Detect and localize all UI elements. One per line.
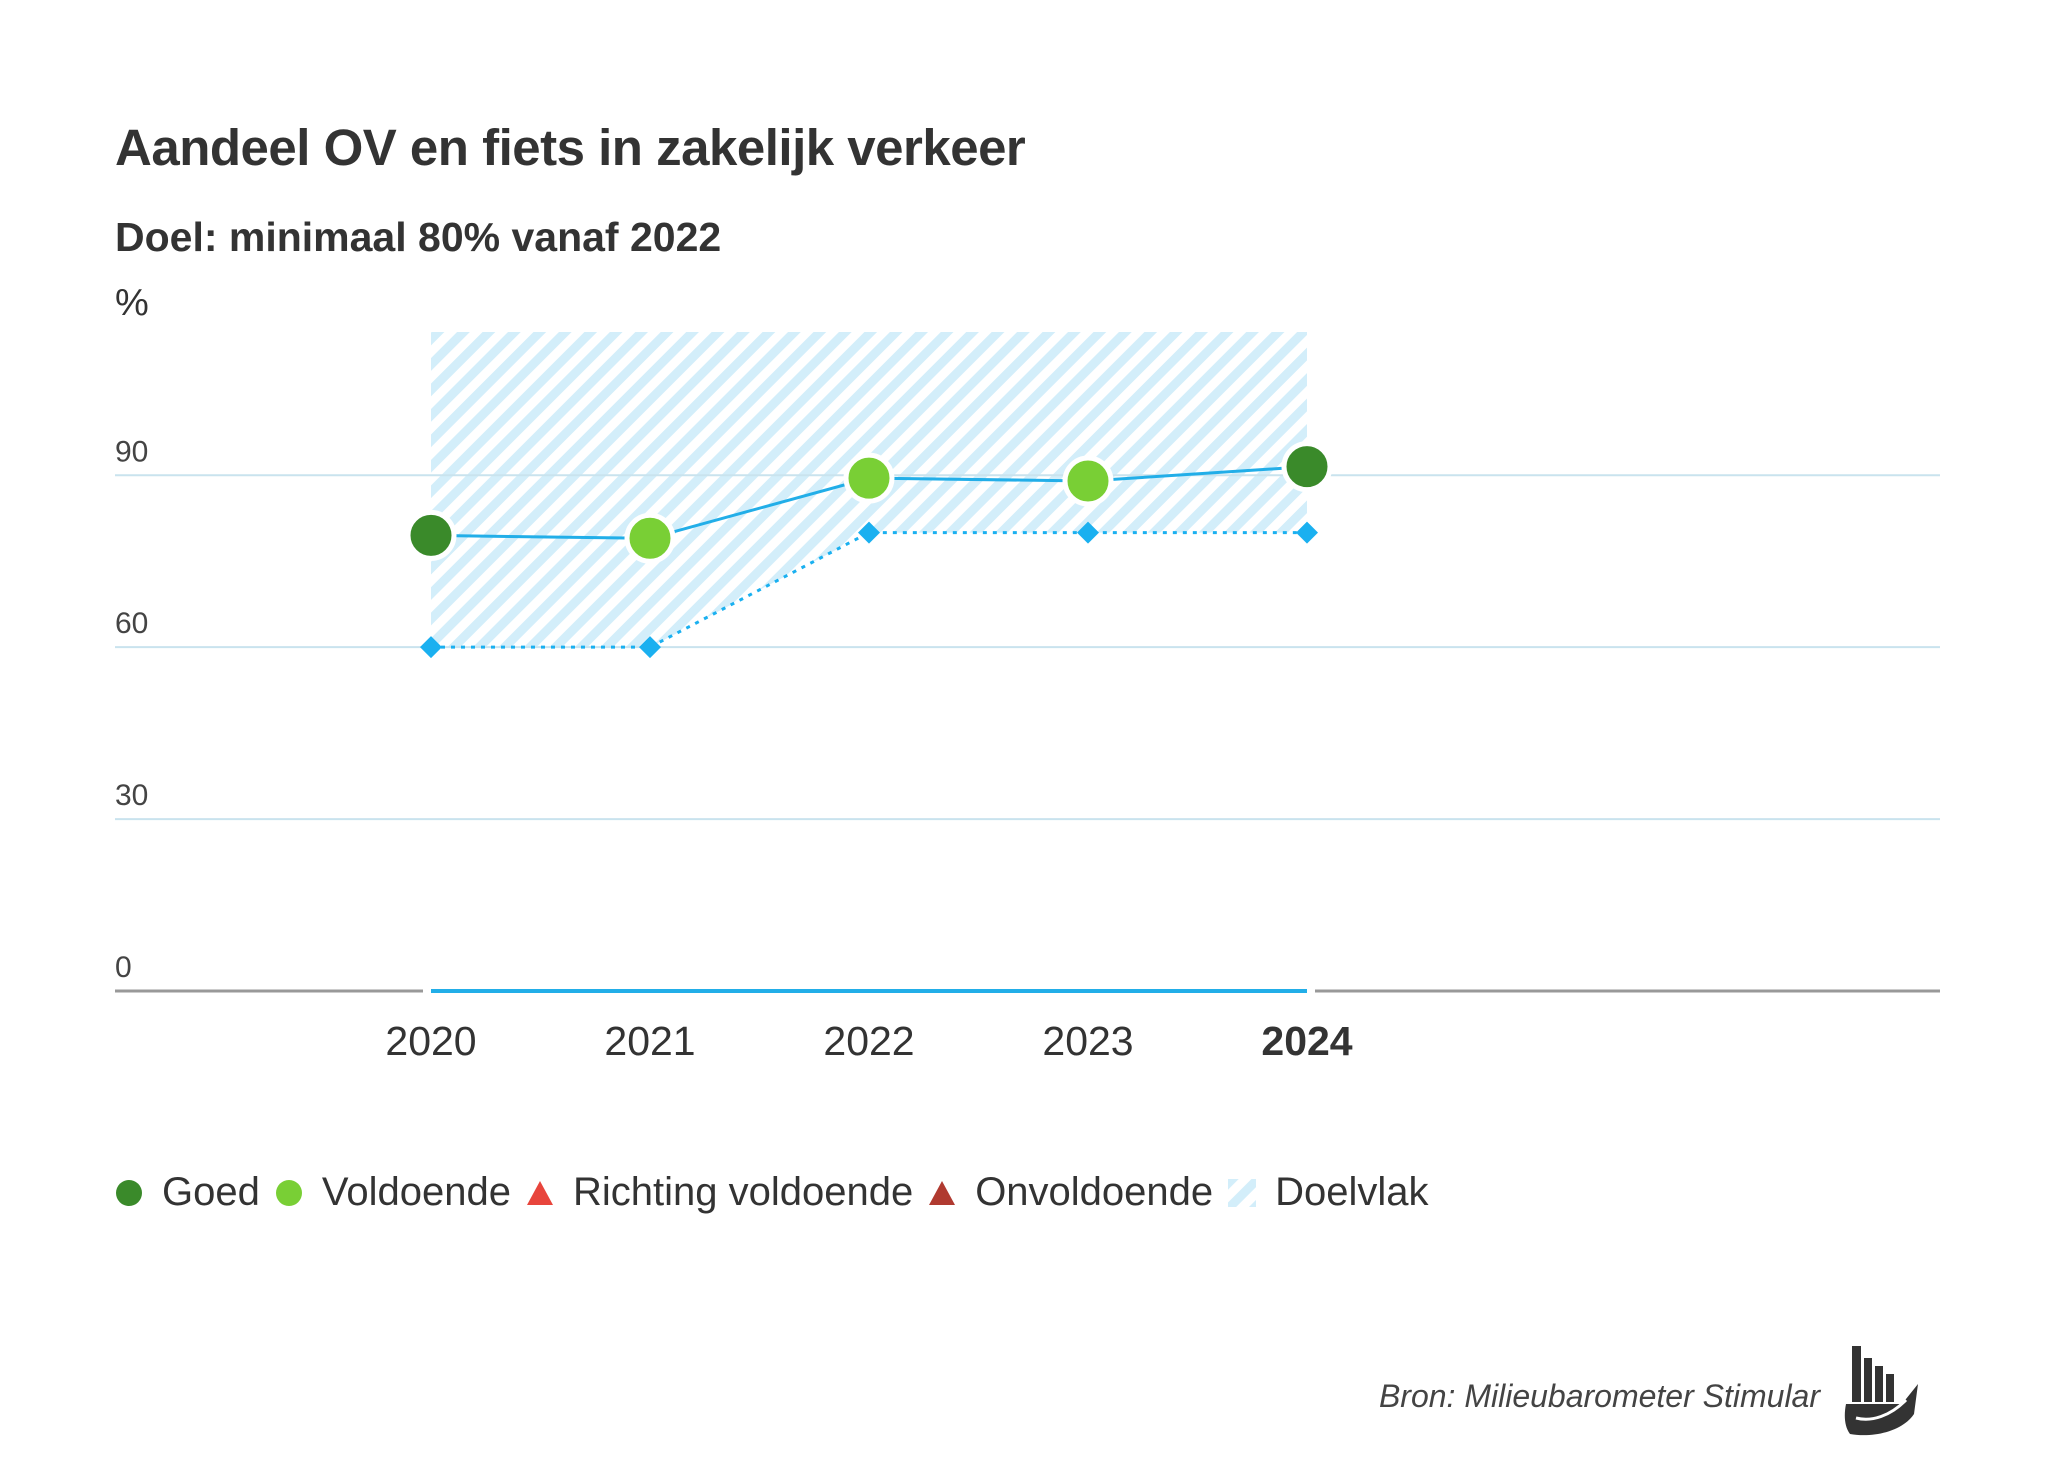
y-tick-label: 30 (115, 779, 148, 812)
goal-point (420, 636, 442, 659)
legend-item: Goed (114, 1170, 260, 1215)
circle-marker-icon (116, 1179, 142, 1206)
legend-label: Voldoende (321, 1170, 511, 1214)
legend-item: Richting voldoende (525, 1170, 913, 1215)
y-tick-label: 60 (115, 607, 148, 640)
legend-label: Goed (162, 1170, 260, 1214)
goal-point (1077, 521, 1099, 544)
hatch-marker-icon (1228, 1178, 1257, 1207)
share-point (1281, 441, 1333, 493)
circle-marker-icon (275, 1179, 302, 1206)
source-note: Bron: Milieubarometer Stimular (1378, 1378, 1820, 1414)
goal-point (639, 636, 661, 659)
y-tick-label: 0 (115, 951, 132, 984)
triangle-marker-icon (929, 1180, 956, 1205)
y-tick-label: 90 (115, 435, 148, 468)
triangle-marker-icon (526, 1180, 553, 1205)
goal-point (1296, 521, 1318, 544)
share-point (1062, 455, 1114, 507)
goal-point (858, 521, 880, 544)
stimular-logo-icon (1844, 1346, 1918, 1436)
x-tick-label: 2021 (604, 1018, 695, 1064)
x-tick-label: 2022 (823, 1018, 914, 1064)
chart-subtitle: Doel: minimaal 80% vanaf 2022 (115, 214, 722, 260)
share-point (405, 509, 457, 561)
legend-label: Richting voldoende (572, 1170, 914, 1214)
legend-label: Onvoldoende (975, 1170, 1214, 1214)
legend-item: Onvoldoende (927, 1170, 1213, 1215)
x-tick-label: 2023 (1042, 1018, 1133, 1064)
legend-label: Doelvlak (1275, 1170, 1429, 1214)
share-point (843, 452, 895, 504)
chart-title: Aandeel OV en fiets in zakelijk verkeer (115, 119, 1026, 176)
legend-item: Doelvlak (1227, 1170, 1429, 1215)
legend-item: Voldoende (274, 1170, 511, 1215)
share-point (624, 512, 676, 564)
y-axis-label: % (115, 282, 149, 324)
x-tick-label: 2024 (1261, 1018, 1352, 1064)
x-tick-label: 2020 (385, 1018, 476, 1064)
legend: Goed Voldoende Richting voldoende Onvoldoen… (114, 1170, 1443, 1215)
